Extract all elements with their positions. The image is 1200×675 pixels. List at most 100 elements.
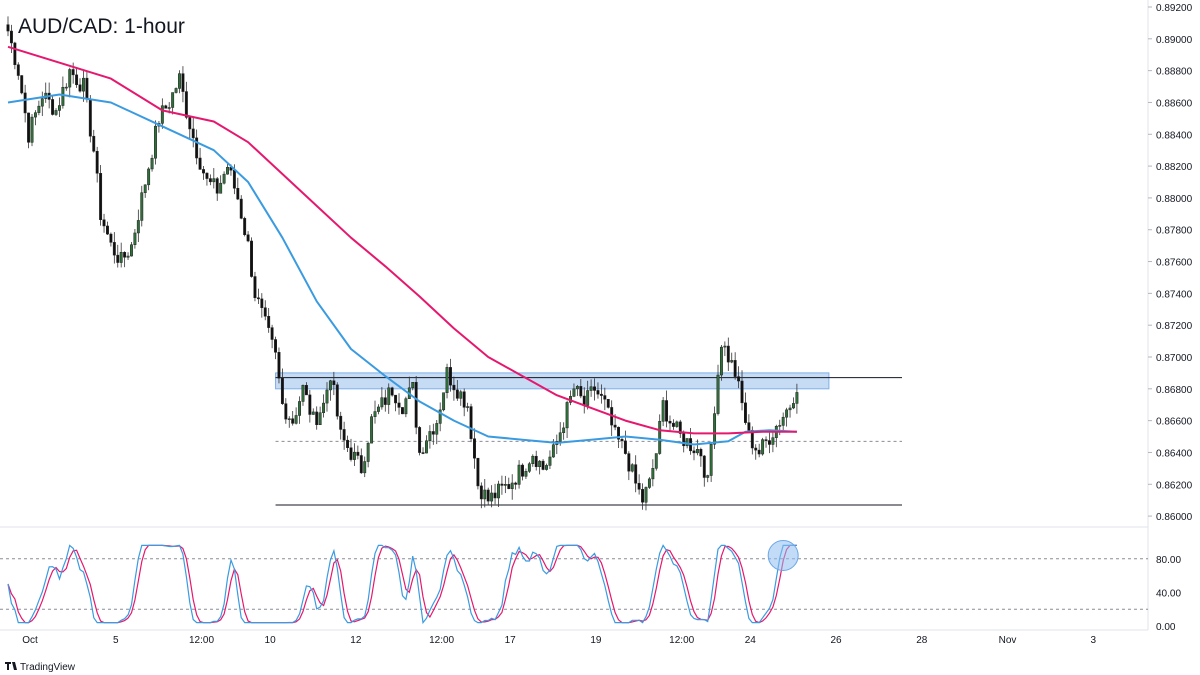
candle-up	[226, 167, 229, 175]
time-tick-label: 28	[916, 635, 928, 646]
candle-up	[483, 489, 487, 500]
candle-down	[85, 77, 89, 100]
axes-layer: 0.89200 0.89000 0.88800 0.88600 0.88400 0.882…	[22, 3, 1192, 646]
time-tick-label: 12:00	[669, 635, 694, 646]
candle-down	[603, 395, 607, 400]
candle-down	[232, 169, 236, 189]
candle-down	[473, 438, 476, 459]
candle-down	[184, 91, 188, 118]
candle-down	[702, 455, 706, 478]
candle-up	[33, 112, 37, 118]
candle-down	[6, 24, 10, 32]
candle-up	[706, 475, 710, 478]
candle-up	[630, 464, 634, 472]
candle-down	[637, 482, 641, 490]
price-tick-label: 0.87400	[1156, 289, 1193, 300]
candle-down	[493, 492, 497, 499]
tradingview-logo: TradingView	[5, 662, 76, 673]
stochastic-layer	[0, 539, 1148, 625]
candle-up	[376, 406, 380, 412]
candle-down	[315, 411, 319, 425]
candles-layer	[6, 16, 799, 511]
candle-up	[174, 88, 178, 93]
candle-down	[102, 219, 106, 227]
candle-down	[596, 390, 600, 395]
time-tick-label: 12:00	[429, 635, 454, 646]
candle-down	[215, 178, 219, 194]
time-tick-label: Oct	[22, 635, 38, 646]
candle-down	[112, 242, 116, 256]
candle-down	[641, 489, 644, 503]
candle-up	[366, 442, 370, 462]
candle-down	[401, 407, 404, 415]
candle-up	[466, 406, 470, 408]
candle-down	[500, 483, 504, 486]
candle-up	[490, 492, 494, 502]
candle-down	[764, 439, 768, 441]
candle-up	[565, 402, 569, 429]
price-tick-label: 0.88000	[1156, 194, 1193, 205]
candle-down	[750, 429, 754, 449]
candle-down	[263, 307, 267, 317]
candle-up	[380, 397, 384, 408]
candle-down	[116, 254, 120, 263]
candle-down	[668, 420, 672, 424]
candle-down	[20, 75, 24, 94]
candle-down	[260, 298, 264, 308]
candle-down	[740, 380, 744, 404]
candle-up	[438, 409, 442, 424]
ma-fast-line	[7, 93, 797, 446]
candle-down	[541, 460, 545, 470]
candle-down	[277, 352, 281, 379]
candle-down	[27, 112, 31, 143]
candle-down	[747, 422, 751, 431]
resistance-zone	[275, 372, 830, 390]
candle-up	[524, 471, 528, 477]
candle-down	[634, 464, 638, 484]
candle-up	[373, 411, 377, 417]
time-tick-label: 17	[505, 635, 517, 646]
candle-down	[308, 394, 312, 415]
candle-up	[311, 411, 315, 415]
candle-up	[126, 255, 130, 258]
candle-down	[469, 406, 473, 439]
candle-up	[160, 105, 164, 124]
candle-up	[788, 407, 792, 411]
candle-up	[442, 392, 446, 411]
price-tick-label: 0.88600	[1156, 98, 1193, 109]
candle-down	[236, 187, 240, 200]
candle-down	[514, 482, 518, 485]
candle-down	[280, 377, 284, 404]
time-tick-label: 3	[1091, 635, 1097, 646]
candle-down	[274, 339, 277, 353]
candle-down	[593, 386, 596, 391]
candle-up	[64, 86, 68, 89]
time-tick-label: 19	[590, 635, 602, 646]
candle-down	[71, 69, 75, 76]
candle-up	[527, 463, 531, 472]
candle-down	[291, 418, 295, 424]
candle-up	[287, 418, 291, 420]
candle-down	[606, 398, 610, 408]
candle-down	[243, 218, 247, 236]
candle-down	[253, 276, 257, 298]
candle-up	[658, 421, 662, 454]
candle-up	[40, 98, 44, 107]
candle-up	[328, 380, 332, 391]
candle-down	[356, 451, 360, 456]
candle-down	[390, 387, 394, 396]
stoch-tick-label: 80.00	[1156, 555, 1181, 566]
candle-up	[222, 173, 226, 184]
candle-down	[106, 225, 109, 235]
candle-down	[123, 252, 127, 258]
time-tick-label: 12	[350, 635, 362, 646]
candle-up	[709, 443, 713, 476]
candle-up	[435, 423, 439, 435]
candle-up	[404, 398, 408, 415]
price-tick-label: 0.86400	[1156, 448, 1193, 459]
candle-down	[198, 157, 202, 170]
candle-down	[692, 450, 696, 454]
candle-up	[147, 168, 151, 186]
grid-lines	[0, 0, 1149, 631]
candle-down	[250, 240, 253, 277]
